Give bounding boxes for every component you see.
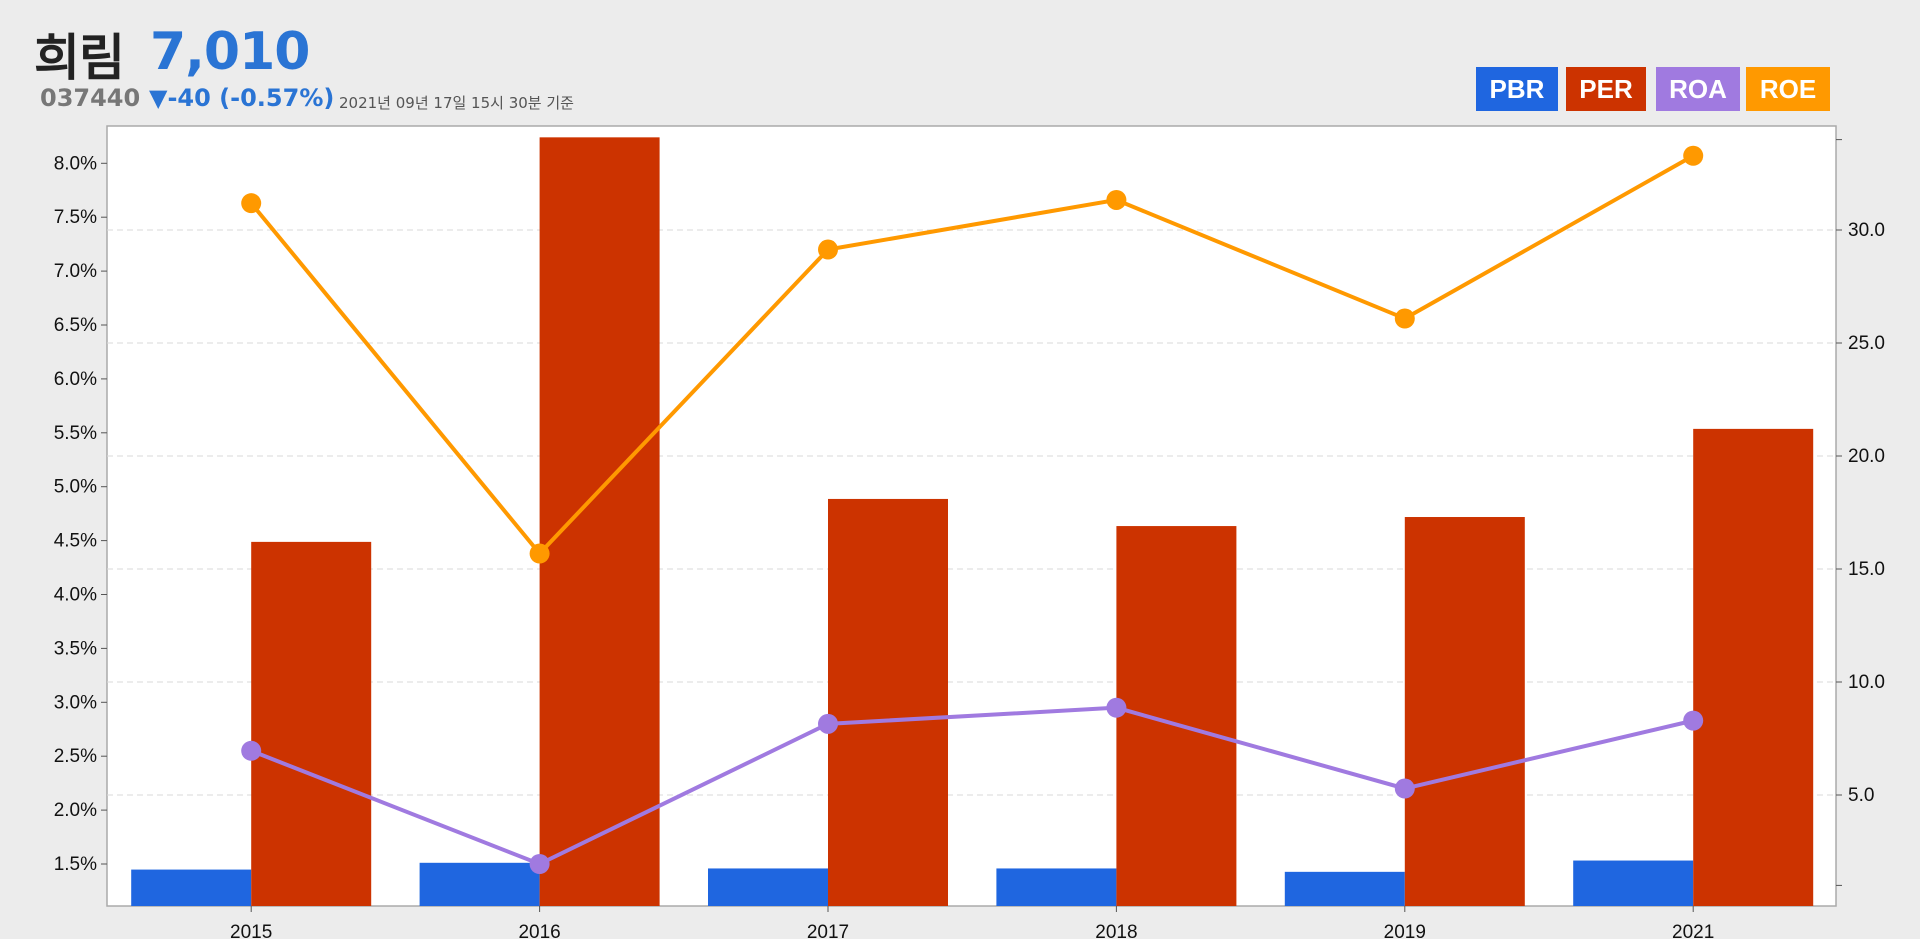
left-axis-tick-label: 5.5% [54,423,97,444]
point-roe [818,239,838,260]
point-roa [818,713,838,734]
line-roe [249,154,1695,557]
bar-pbr [996,868,1117,906]
left-axis-tick-label: 6.0% [54,369,97,390]
bar-series [131,137,1814,907]
bar-pbr [708,868,828,906]
left-axis-tick-label: 6.5% [54,315,97,336]
point-roa [1106,697,1127,718]
plot-background [106,125,1837,907]
left-axis-tick-label: 7.5% [54,207,97,228]
gridlines [107,229,1836,796]
stock-name: 희림 [34,29,125,87]
right-axis-tick-label: 5.0 [1848,785,1874,806]
bar-per [1116,526,1237,906]
bar-pbr [1573,860,1694,906]
point-roa [529,854,550,874]
x-axis-tick-label: 2015 [230,922,272,939]
right-axis-tick-label: 25.0 [1848,333,1885,354]
bar-pbr [131,869,252,906]
left-axis-tick-label: 5.0% [54,477,97,498]
point-roa [1683,710,1704,731]
left-axis-tick-label: 4.5% [54,531,97,552]
line-roa [250,705,1694,867]
legend-item-per[interactable]: PER [1566,67,1646,111]
left-axis-tick-label: 1.5% [54,854,97,875]
price-change: ▼-40 (-0.57%) [149,84,335,112]
legend-item-roe[interactable]: ROE [1746,67,1830,111]
left-axis-tick-label: 3.5% [54,638,97,659]
right-axis-tick-label: 30.0 [1848,220,1885,241]
bar-per [251,541,372,906]
timestamp: 2021년 09년 17일 15시 30분 기준 [339,94,574,112]
left-axis-tick-label: 2.5% [54,746,97,767]
axes: 1.5% 2.0% 2.5% 3.0% 3.5% 4.0% 4.5% 5.0% 5.5% 6.0%… [54,139,1885,939]
x-axis-tick-label: 2017 [807,922,849,939]
stock-price: 7,010 [150,22,310,82]
right-axis-tick-label: 15.0 [1848,559,1885,580]
x-axis-tick-label: 2019 [1384,922,1426,939]
point-roe [1394,308,1415,329]
left-axis-tick-label: 3.0% [54,692,97,713]
point-roe [529,543,550,564]
point-roe [1106,189,1127,210]
stock-code: 037440 [40,84,141,112]
x-axis-tick-label: 2018 [1095,922,1137,939]
bar-pbr [419,862,540,906]
x-axis-tick-label: 2016 [518,922,560,939]
left-axis-tick-label: 7.0% [54,261,97,282]
bar-per [1404,517,1525,906]
bar-per [828,498,948,906]
left-axis-tick-label: 2.0% [54,800,97,821]
point-roa [241,740,262,761]
bar-per [539,137,660,907]
point-roa [1394,778,1415,799]
left-axis-tick-label: 8.0% [54,153,97,174]
left-axis-tick-label: 4.0% [54,585,97,606]
bar-pbr [1284,871,1405,906]
x-axis-tick-label: 2021 [1672,922,1714,939]
point-roe [241,193,262,214]
legend-item-pbr[interactable]: PBR [1476,67,1558,111]
point-roe [1683,145,1704,166]
right-axis-tick-label: 10.0 [1848,672,1885,693]
right-axis-tick-label: 20.0 [1848,446,1885,467]
line-series [241,145,1704,874]
legend-item-roa[interactable]: ROA [1656,67,1740,111]
bar-per [1693,428,1814,906]
